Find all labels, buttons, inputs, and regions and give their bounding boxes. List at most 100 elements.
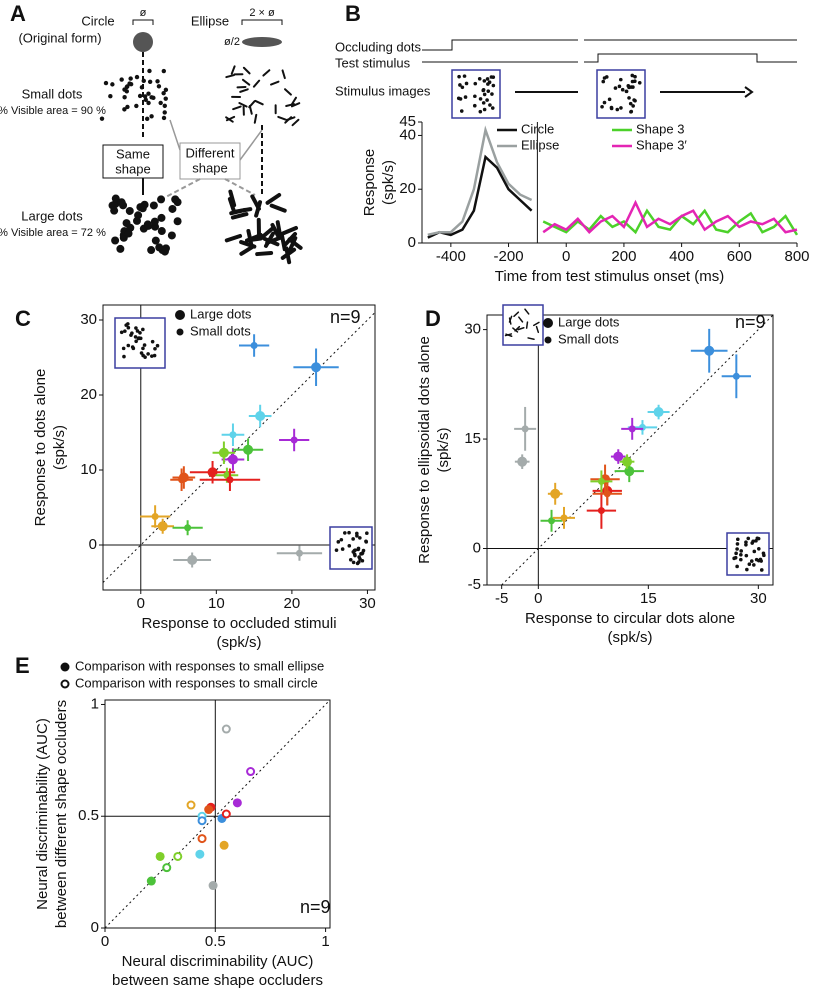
dot	[158, 227, 166, 235]
point	[550, 489, 560, 499]
y-tick-label: 20	[80, 386, 97, 403]
annotation: n=9	[735, 312, 766, 332]
point	[229, 431, 236, 438]
axis-label: between different shape occluders	[53, 700, 70, 928]
dash	[226, 75, 234, 77]
dot	[735, 565, 739, 569]
identity-line	[105, 700, 330, 928]
axis-label: Response to occluded stimuli	[141, 615, 336, 632]
dot	[147, 246, 155, 254]
dash	[232, 66, 235, 73]
dash	[254, 81, 259, 87]
timeline-label: Occluding dots	[335, 39, 421, 54]
dot	[152, 237, 160, 245]
dot	[126, 344, 130, 348]
ellipse-shape	[242, 37, 282, 47]
dot	[118, 198, 126, 206]
dot	[757, 537, 761, 541]
dot	[483, 79, 487, 83]
dash	[250, 106, 252, 114]
dot	[744, 540, 748, 544]
x-tick-label: 0.5	[205, 933, 226, 950]
dot	[633, 79, 637, 83]
point	[243, 445, 253, 455]
dash	[241, 246, 253, 253]
y-tick-label: 30	[80, 311, 97, 328]
legend-marker	[61, 663, 70, 672]
point	[561, 514, 568, 521]
x-tick-label: 30	[359, 595, 376, 612]
dot	[151, 218, 159, 226]
point	[233, 798, 242, 807]
point	[184, 524, 191, 531]
dot	[482, 88, 486, 92]
dot	[148, 80, 152, 84]
axis-label: (spk/s)	[380, 160, 397, 205]
axis-label: between same shape occluders	[112, 972, 323, 989]
dash	[271, 82, 278, 85]
x-tick-label: 1	[321, 933, 329, 950]
dot	[473, 104, 477, 108]
dash	[283, 70, 285, 78]
dot	[136, 329, 140, 333]
y-tick-label: 15	[464, 430, 481, 447]
dot	[630, 74, 634, 78]
legend-label: Large dots	[558, 314, 620, 329]
x-tick-label: -5	[495, 590, 508, 607]
dot	[483, 93, 487, 97]
panel-label: C	[15, 306, 31, 331]
dot	[164, 88, 168, 92]
point	[152, 513, 159, 520]
dot	[123, 329, 127, 333]
dot	[478, 77, 482, 81]
point	[624, 466, 634, 476]
axis-label: Response to ellipsoidal dots alone	[416, 336, 433, 564]
dot	[746, 537, 750, 541]
dot	[365, 531, 369, 535]
point	[223, 726, 230, 733]
dot	[128, 76, 132, 80]
dot	[140, 351, 144, 355]
legend-label: Shape 3	[636, 121, 684, 136]
label: ø	[140, 7, 147, 19]
point	[188, 802, 195, 809]
dot	[340, 538, 344, 542]
label: Small dots	[22, 86, 83, 101]
dot	[618, 85, 622, 89]
point	[220, 841, 229, 850]
annotation: n=9	[300, 897, 331, 917]
dot	[485, 98, 489, 102]
point	[158, 521, 168, 531]
dot	[619, 106, 623, 110]
dot	[748, 562, 752, 566]
dot	[162, 116, 166, 120]
dot	[732, 557, 736, 561]
panel-label: D	[425, 306, 441, 331]
x-tick-label: 0	[101, 933, 109, 950]
dot	[631, 104, 635, 108]
dot	[155, 79, 159, 83]
dash	[278, 222, 280, 236]
legend-label: Comparison with responses to small circl…	[75, 675, 318, 690]
label: Same	[116, 146, 150, 161]
y-tick-label: 20	[399, 180, 416, 197]
legend-marker	[177, 329, 184, 336]
panel-label: E	[15, 653, 30, 678]
dot	[122, 87, 126, 91]
label: Ellipse	[191, 13, 229, 28]
dot	[349, 558, 353, 562]
dot	[479, 110, 483, 114]
x-tick-label: 0	[562, 248, 570, 265]
dot	[122, 95, 126, 99]
dot	[141, 201, 149, 209]
point	[147, 877, 156, 886]
dot	[751, 539, 755, 543]
dot	[745, 568, 749, 572]
point	[598, 507, 605, 514]
point	[226, 476, 233, 483]
point	[228, 455, 238, 465]
point	[522, 425, 529, 432]
axis-label: Response to dots alone	[32, 369, 49, 527]
dot	[736, 542, 740, 546]
legend-label: Ellipse	[521, 137, 559, 152]
